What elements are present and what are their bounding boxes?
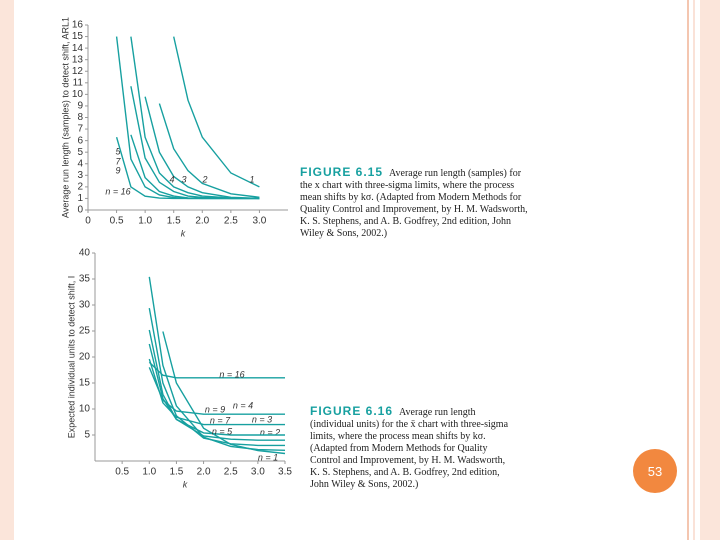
- series-label: n = 2: [260, 427, 280, 437]
- y-tick-label: 20: [79, 352, 91, 363]
- y-tick-label: 1: [77, 193, 83, 204]
- x-tick-label: 1.5: [167, 216, 181, 227]
- series-label: 9: [115, 165, 120, 175]
- series-line: [158, 103, 260, 198]
- y-tick-label: 25: [79, 326, 91, 337]
- y-tick-label: 40: [79, 248, 91, 259]
- x-tick-label: 1.0: [138, 216, 152, 227]
- y-tick-label: 10: [72, 89, 84, 100]
- x-axis-title: k: [181, 228, 186, 238]
- series-line: [148, 358, 285, 426]
- y-tick-label: 30: [79, 300, 91, 311]
- x-tick-label: 0: [85, 216, 91, 227]
- x-tick-label: 3.0: [251, 467, 265, 478]
- y-tick-label: 15: [72, 31, 84, 42]
- y-tick-label: 5: [77, 147, 83, 158]
- x-tick-label: 2.0: [195, 216, 209, 227]
- series-line: [162, 331, 286, 455]
- y-tick-label: 13: [72, 54, 84, 65]
- y-tick-label: 0: [77, 205, 83, 216]
- series-label: n = 16: [219, 369, 244, 379]
- caption-label: FIGURE 6.15: [300, 165, 384, 179]
- series-line: [148, 367, 285, 415]
- series-label: n = 3: [252, 414, 272, 424]
- series-label: 3: [181, 174, 186, 184]
- series-label: 5: [115, 146, 121, 156]
- series-label: 7: [115, 156, 121, 166]
- x-tick-label: 3.5: [278, 467, 292, 478]
- y-tick-label: 15: [79, 378, 91, 389]
- y-tick-label: 14: [72, 43, 84, 54]
- y-tick-label: 3: [77, 170, 83, 181]
- y-axis-title: Average run length (samples) to detect s…: [60, 17, 70, 218]
- x-tick-label: 0.5: [110, 216, 124, 227]
- x-tick-label: 1.0: [142, 467, 156, 478]
- y-tick-label: 4: [77, 158, 83, 169]
- x-tick-label: 0.5: [115, 467, 129, 478]
- series-line: [115, 137, 260, 200]
- caption: FIGURE 6.16 Average run length (individua…: [310, 405, 510, 491]
- series-label: n = 4: [233, 400, 253, 410]
- series-line: [148, 361, 285, 379]
- page-number: 53: [633, 449, 677, 493]
- y-tick-label: 12: [72, 66, 84, 77]
- y-tick-label: 6: [77, 135, 83, 146]
- right-border: [700, 0, 720, 540]
- x-tick-label: 1.5: [169, 467, 183, 478]
- x-axis-title: k: [183, 479, 188, 489]
- series-label: 1: [249, 174, 254, 184]
- y-tick-label: 9: [77, 101, 83, 112]
- plot-area: [95, 253, 285, 461]
- series-line: [148, 307, 285, 447]
- y-tick-label: 7: [77, 124, 83, 135]
- y-axis-title: Expected individual units to detect shif…: [66, 276, 76, 439]
- caption: FIGURE 6.15 Average run length (samples) …: [300, 166, 530, 240]
- y-tick-label: 8: [77, 112, 83, 123]
- caption-label: FIGURE 6.16: [310, 404, 394, 418]
- x-tick-label: 2.5: [224, 467, 238, 478]
- y-tick-label: 10: [79, 404, 91, 415]
- plot-area: [88, 25, 288, 210]
- series-label: n = 5: [212, 426, 233, 436]
- series-label: 2: [201, 174, 207, 184]
- caption-text: Average run length (samples) for the x c…: [300, 168, 528, 239]
- series-label: n = 1: [258, 452, 278, 462]
- series-line: [173, 36, 260, 188]
- y-tick-label: 16: [72, 20, 84, 31]
- series-label: 4: [169, 174, 174, 184]
- series-line: [148, 276, 286, 451]
- x-tick-label: 3.0: [252, 216, 266, 227]
- series-line: [148, 329, 285, 441]
- y-tick-label: 11: [73, 77, 84, 88]
- y-tick-label: 35: [79, 274, 91, 285]
- x-tick-label: 2.0: [197, 467, 211, 478]
- x-tick-label: 2.5: [224, 216, 238, 227]
- y-tick-label: 2: [77, 182, 83, 193]
- y-tick-label: 5: [84, 430, 90, 441]
- series-label: n = 16: [105, 186, 130, 196]
- series-label: n = 9: [205, 404, 225, 414]
- series-label: n = 7: [210, 415, 231, 425]
- caption-text: Average run length (individual units) fo…: [310, 407, 509, 490]
- left-border: [0, 0, 14, 540]
